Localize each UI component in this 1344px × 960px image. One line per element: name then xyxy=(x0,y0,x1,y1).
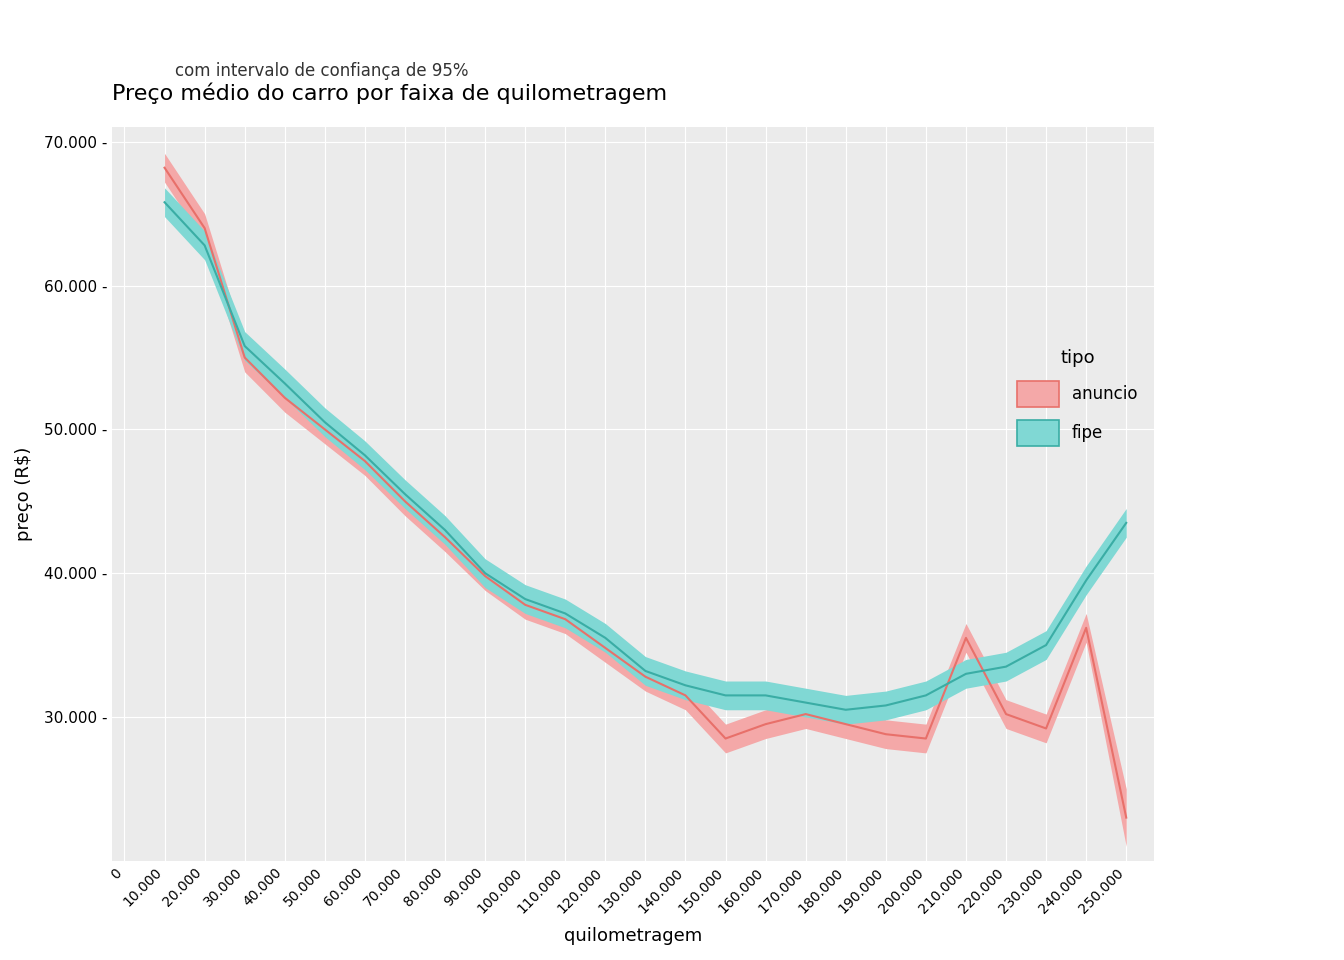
Y-axis label: preço (R$): preço (R$) xyxy=(15,447,34,541)
Text: com intervalo de confiança de 95%: com intervalo de confiança de 95% xyxy=(175,62,468,81)
Text: Preço médio do carro por faixa de quilometragem: Preço médio do carro por faixa de quilom… xyxy=(113,83,668,104)
X-axis label: quilometragem: quilometragem xyxy=(564,927,703,945)
Legend: anuncio, fipe: anuncio, fipe xyxy=(1009,341,1146,454)
